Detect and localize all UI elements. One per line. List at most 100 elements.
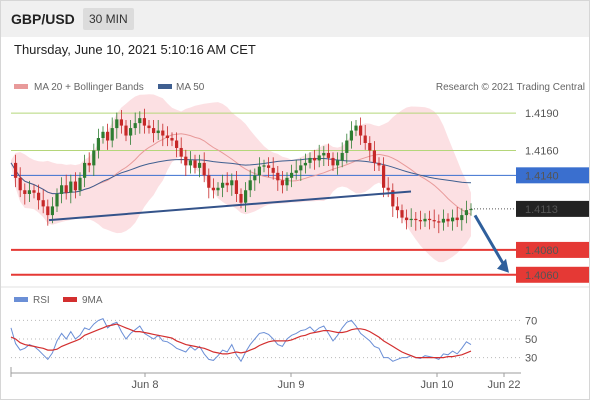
candle-body [50, 206, 54, 216]
candle-body [18, 177, 22, 191]
candle-body [336, 160, 340, 166]
candle-body [331, 157, 335, 166]
candle-body [83, 162, 87, 178]
main-plot-area: 1.4190 1.4160 1.4140 1.4080 1.4060 1.4113 [10, 94, 589, 283]
candle-body [55, 193, 59, 207]
candle-body [78, 177, 82, 191]
candle-body [32, 190, 36, 193]
forecast-arrow-head [497, 258, 509, 273]
research-credit: Research © 2021 Trading Central [436, 82, 585, 93]
candle-body [391, 190, 395, 207]
candle-body [69, 181, 73, 193]
candle-body [400, 210, 404, 218]
x-tick-label: Jun 22 [487, 379, 520, 391]
candle-body [372, 150, 376, 163]
candle-body [368, 143, 372, 151]
price-level-label: 1.4190 [525, 108, 559, 120]
x-tick-label: Jun 10 [420, 379, 453, 391]
candle-body [285, 177, 289, 186]
forecast-arrow [473, 214, 507, 268]
candle-body [340, 152, 344, 161]
candle-body [156, 130, 160, 134]
candle-body [207, 175, 211, 188]
price-level-tag [516, 266, 589, 283]
candle-body [165, 135, 169, 139]
candle-body [87, 162, 91, 166]
legend-rsi-swatch [14, 297, 28, 302]
candle-body [115, 119, 119, 129]
candle-body [170, 138, 174, 141]
candle-body [322, 152, 326, 156]
price-level-tag [516, 241, 589, 258]
candle-body [216, 187, 220, 191]
candle-body [414, 218, 418, 221]
price-level-tag [516, 167, 589, 184]
candle-body [14, 162, 18, 178]
legend-ma20-swatch [14, 84, 28, 89]
candle-body [377, 162, 381, 166]
legend-9ma-swatch [63, 297, 77, 302]
candle-body [441, 218, 445, 223]
candle-body [386, 187, 390, 191]
candle-body [129, 128, 133, 136]
candle-body [133, 123, 137, 129]
legend-ma50-swatch [158, 84, 172, 89]
candle-body [239, 193, 243, 203]
candle-body [152, 128, 156, 134]
candle-body [455, 217, 459, 221]
rsi-tick-label: 70 [525, 315, 537, 327]
candle-body [354, 125, 358, 131]
candle-body [37, 192, 41, 201]
candle-body [142, 118, 146, 126]
candle-body [230, 180, 234, 186]
price-level-label: 1.4080 [525, 245, 559, 257]
candle-body [271, 167, 275, 173]
candle-body [46, 206, 50, 216]
candle-body [423, 218, 427, 222]
candle-body [405, 217, 409, 221]
candle-body [198, 162, 202, 168]
candle-body [326, 152, 330, 158]
trendline [48, 190, 412, 222]
header-bar: GBP/USD 30 MIN [1, 1, 589, 37]
candle-body [299, 165, 303, 171]
candle-body [359, 125, 363, 136]
rsi-9ma-line [10, 323, 472, 359]
candle-body [161, 130, 165, 136]
candle-body [221, 182, 225, 188]
candle-body [280, 180, 284, 186]
candle-body [313, 157, 317, 161]
price-level-label: 1.4140 [525, 170, 559, 182]
candle-body [193, 160, 197, 168]
candle-body [175, 140, 179, 148]
candle-body [202, 162, 206, 176]
interval-button[interactable]: 30 MIN [83, 8, 134, 30]
timestamp: Thursday, June 10, 2021 5:10:16 AM CET [14, 42, 256, 57]
x-tick-label: Jun 8 [132, 379, 159, 391]
candle-body [244, 190, 248, 203]
candle-body [432, 220, 436, 222]
candle-body [106, 131, 110, 141]
rsi-tick-label: 50 [525, 334, 537, 346]
symbol-title: GBP/USD [11, 11, 75, 27]
candle-body [60, 185, 64, 194]
candle-body [464, 210, 468, 216]
last-price-tag [516, 200, 589, 217]
candle-body [395, 206, 399, 211]
price-level-label: 1.4060 [525, 270, 559, 282]
ma50-line [10, 158, 472, 195]
candle-body [188, 160, 192, 166]
candle-body [184, 156, 188, 166]
candle-body [267, 165, 271, 168]
candle-body [262, 165, 266, 167]
legend-9ma-label: 9MA [82, 295, 103, 306]
candle-body [27, 190, 31, 194]
rsi-tick-label: 30 [525, 353, 537, 365]
candle-body [64, 185, 68, 193]
rsi-line [10, 317, 472, 363]
candle-body [119, 119, 123, 126]
candle-body [446, 218, 450, 222]
candle-body [92, 150, 96, 166]
rsi-panel: 70 50 30 [10, 315, 537, 365]
